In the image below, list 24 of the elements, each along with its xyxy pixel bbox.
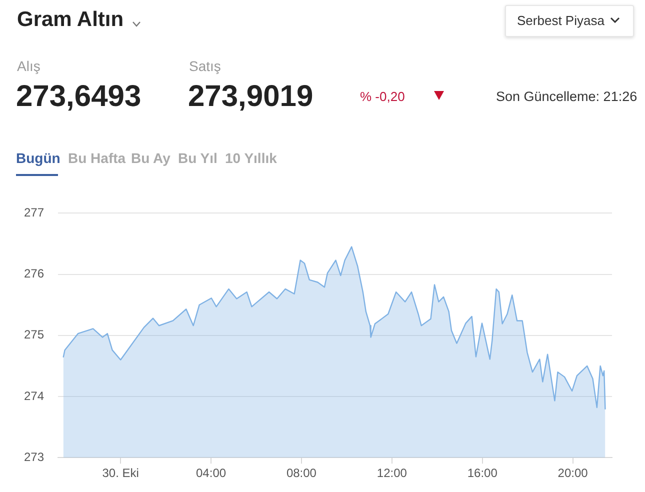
chart-title: Gram Altın [17, 8, 124, 32]
text: 273,9019 [188, 80, 314, 114]
y-tick-label: 277 [24, 206, 44, 220]
text: Bu Ay [131, 150, 170, 166]
y-tick-label: 275 [24, 328, 44, 342]
x-tick-label: 12:00 [376, 466, 408, 480]
text: 10 Yıllık [225, 150, 277, 166]
text: Serbest Piyasa [517, 13, 604, 28]
text: Satış [189, 58, 221, 74]
y-tick-label: 276 [24, 266, 44, 281]
text: 273,6493 [16, 80, 142, 114]
y-tick-label: 274 [24, 388, 44, 403]
x-tick-label: 30. Eki [102, 466, 139, 480]
x-tick-label: 20:00 [558, 466, 588, 480]
text: Bu Hafta [68, 150, 126, 166]
x-tick-label: 08:00 [286, 466, 317, 480]
text: Bugün [16, 150, 60, 166]
x-tick-label: 04:00 [196, 466, 226, 480]
x-tick-label: 16:00 [467, 466, 498, 480]
text: Bu Yıl [178, 150, 218, 166]
text: Alış [17, 58, 40, 74]
y-tick-label: 273 [24, 450, 44, 464]
text: Son Güncelleme: 21:26 [496, 89, 638, 104]
text: % -0,20 [360, 89, 405, 104]
